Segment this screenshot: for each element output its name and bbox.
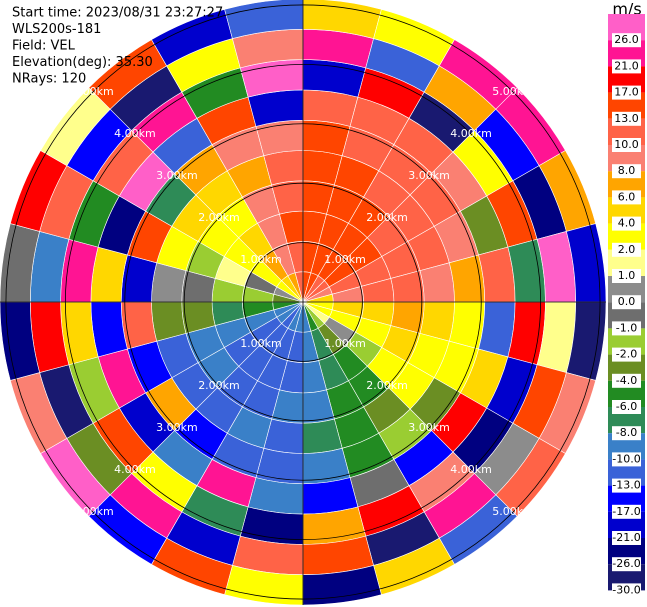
range-label: 1.00km	[324, 337, 366, 350]
tick-box	[612, 478, 641, 493]
colorbar-tick-label: 13.0	[614, 112, 639, 125]
range-label: 5.00km	[492, 505, 534, 518]
tick-box	[612, 269, 641, 283]
range-label: 2.00km	[366, 211, 408, 224]
tick-box	[612, 583, 641, 598]
tick-box	[612, 138, 641, 152]
range-label: 1.00km	[324, 253, 366, 266]
range-label: 1.00km	[240, 253, 282, 266]
colorbar: m/s 26.0 21.0 17.0 13.0 10.0 8.0 6.0 4.0 2.0 1.0 0.…	[608, 0, 645, 598]
range-label: 1.00km	[240, 337, 282, 350]
colorbar-tick-label: -17.0	[612, 505, 640, 518]
tick-box	[612, 242, 641, 257]
tick-box	[612, 426, 641, 441]
colorbar-tick-label: 0.0	[618, 295, 636, 308]
tick-box	[612, 531, 641, 545]
tick-box	[612, 321, 641, 336]
range-label: 5.00km	[72, 85, 114, 98]
range-label: 2.00km	[198, 211, 240, 224]
header-line: WLS200s-181	[12, 22, 101, 37]
tick-box	[612, 111, 641, 126]
colorbar-tick-label: -13.0	[612, 479, 640, 492]
colorbar-tick-label: -10.0	[612, 452, 640, 465]
range-ring	[243, 242, 363, 362]
tick-box	[612, 59, 641, 74]
tick-box	[612, 400, 641, 414]
velocity-cell	[224, 0, 304, 39]
header-line: Start time: 2023/08/31 23:27:27	[12, 6, 223, 21]
range-ring	[64, 63, 542, 541]
tick-box	[612, 33, 641, 48]
range-label: 4.00km	[114, 127, 156, 140]
colorbar-tick-label: 6.0	[618, 190, 636, 203]
colorbar-tick-label: -2.0	[616, 348, 637, 361]
colorbar-tick-label: 4.0	[618, 217, 636, 230]
range-label: 4.00km	[114, 463, 156, 476]
range-label: 4.00km	[450, 127, 492, 140]
range-label: 2.00km	[366, 379, 408, 392]
colorbar-tick-label: -6.0	[616, 400, 637, 413]
colorbar-title: m/s	[612, 0, 641, 19]
overlay: 1.00km 1.00km 1.00km 1.00km 2.00km 2.00km 2.00…	[0, 0, 606, 605]
header: Start time: 2023/08/31 23:27:27WLS200s-1…	[12, 6, 223, 87]
header-line: Field: VEL	[12, 39, 76, 54]
range-label: 4.00km	[450, 463, 492, 476]
tick-box	[612, 347, 641, 362]
velocity-field	[0, 0, 607, 606]
tick-box	[612, 216, 641, 231]
range-ring	[124, 123, 482, 481]
tick-box	[612, 190, 641, 205]
range-label: 3.00km	[156, 169, 198, 182]
colorbar-tick-label: -8.0	[616, 426, 637, 439]
tick-box	[612, 504, 641, 519]
tick-box	[612, 164, 641, 179]
tick-box	[612, 557, 641, 572]
range-label: 5.00km	[72, 505, 114, 518]
range-label: 2.00km	[198, 379, 240, 392]
tick-box	[612, 85, 641, 100]
colorbar-tick-label: -4.0	[616, 374, 637, 387]
colorbar-tick-label: -1.0	[616, 321, 637, 334]
colorbar-tick-label: -26.0	[612, 557, 640, 570]
range-label: 3.00km	[408, 421, 450, 434]
header-line: Elevation(deg): 35.30	[12, 55, 153, 70]
range-label: 3.00km	[156, 421, 198, 434]
range-label: 3.00km	[408, 169, 450, 182]
colorbar-tick-label: 26.0	[614, 33, 639, 46]
range-ring	[183, 182, 423, 422]
tick-box	[612, 373, 641, 388]
colorbar-tick-label: -21.0	[612, 531, 640, 544]
colorbar-tick-label: 10.0	[614, 138, 639, 151]
range-ring	[5, 4, 601, 600]
colorbar-tick-label: 8.0	[618, 164, 636, 177]
range-label: 5.00km	[492, 85, 534, 98]
header-line: NRays: 120	[12, 72, 86, 87]
velocity-cell	[0, 301, 40, 381]
colorbar-tick-label: 21.0	[614, 59, 639, 72]
colorbar-tick-label: 2.0	[618, 243, 636, 256]
colorbar-tick-label: 1.0	[618, 269, 636, 282]
tick-box	[612, 295, 641, 310]
colorbar-tick-label: 17.0	[614, 86, 639, 99]
colorbar-tick-label: -30.0	[612, 583, 640, 596]
tick-box	[612, 452, 641, 467]
